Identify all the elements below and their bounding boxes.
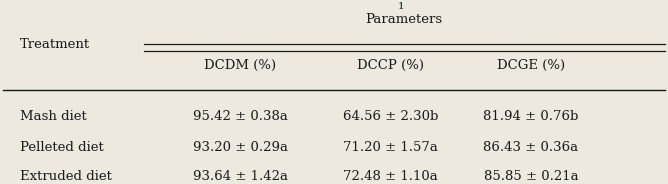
Text: 93.20 ± 0.29a: 93.20 ± 0.29a <box>193 141 288 154</box>
Text: Mash diet: Mash diet <box>20 110 87 123</box>
Text: 85.85 ± 0.21a: 85.85 ± 0.21a <box>484 170 578 183</box>
Text: 81.94 ± 0.76b: 81.94 ± 0.76b <box>484 110 578 123</box>
Text: 72.48 ± 1.10a: 72.48 ± 1.10a <box>343 170 438 183</box>
Text: DCGE (%): DCGE (%) <box>497 59 565 72</box>
Text: Pelleted diet: Pelleted diet <box>20 141 104 154</box>
Text: 64.56 ± 2.30b: 64.56 ± 2.30b <box>343 110 438 123</box>
Text: 1: 1 <box>397 2 404 11</box>
Text: 95.42 ± 0.38a: 95.42 ± 0.38a <box>193 110 288 123</box>
Text: 86.43 ± 0.36a: 86.43 ± 0.36a <box>484 141 578 154</box>
Text: DCCP (%): DCCP (%) <box>357 59 424 72</box>
Text: 71.20 ± 1.57a: 71.20 ± 1.57a <box>343 141 438 154</box>
Text: Extruded diet: Extruded diet <box>20 170 112 183</box>
Text: Treatment: Treatment <box>20 38 90 51</box>
Text: Parameters: Parameters <box>365 13 443 26</box>
Text: DCDM (%): DCDM (%) <box>204 59 277 72</box>
Text: 93.64 ± 1.42a: 93.64 ± 1.42a <box>193 170 288 183</box>
